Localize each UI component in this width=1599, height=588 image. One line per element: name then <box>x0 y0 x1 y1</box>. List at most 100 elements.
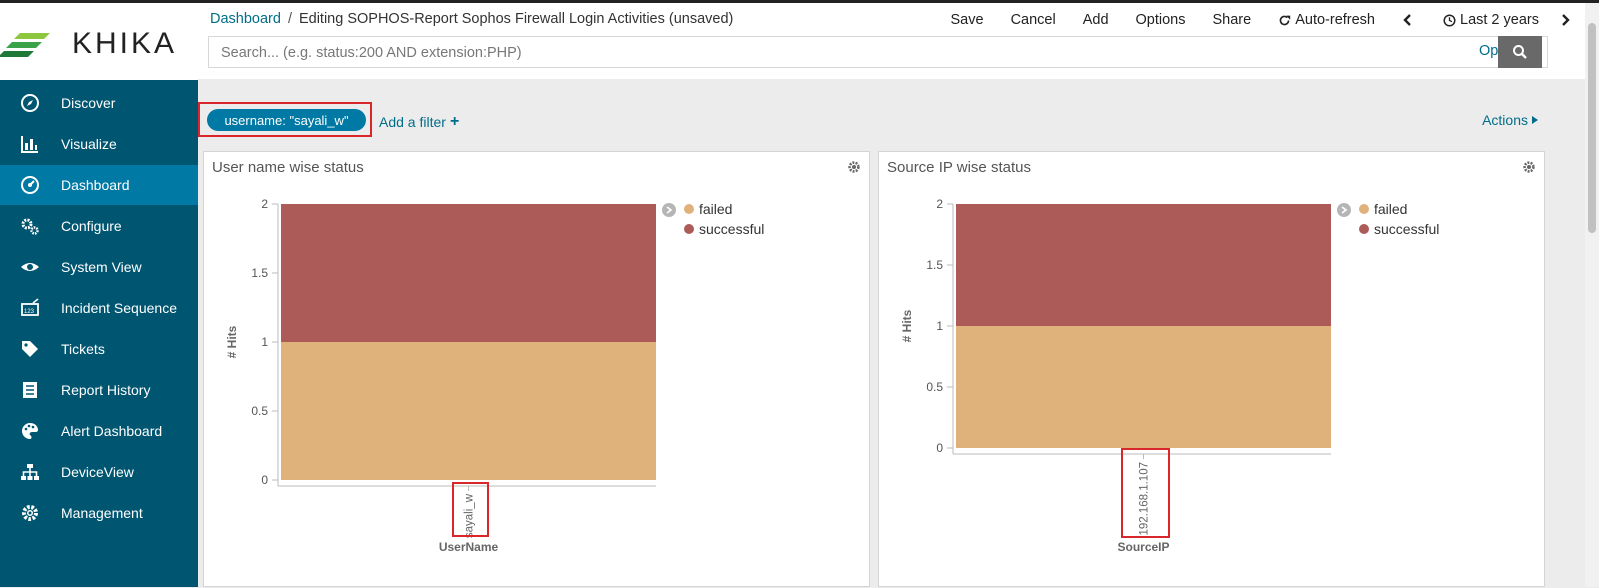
y-tick-label: 1 <box>936 319 943 333</box>
filter-highlight-box: username: "sayali_w" <box>198 102 372 137</box>
breadcrumb: Dashboard/Editing SOPHOS-Report Sophos F… <box>210 11 733 27</box>
y-tick-label: 0.5 <box>251 404 268 418</box>
y-tick-label: 2 <box>261 197 268 211</box>
sidebar-item-configure[interactable]: Configure <box>0 206 198 246</box>
sidebar-item-alert-dashboard[interactable]: Alert Dashboard <box>0 411 198 451</box>
y-axis-title: # Hits <box>900 309 914 342</box>
share-button[interactable]: Share <box>1213 12 1252 28</box>
chevron-right-icon <box>665 206 673 214</box>
sidebar-nav: Discover Visualize Dashboard Configure Syste… <box>0 80 198 587</box>
khika-logo[interactable]: KHIKA <box>0 3 198 79</box>
cancel-button[interactable]: Cancel <box>1011 12 1056 28</box>
sidebar-item-report-history[interactable]: Report History <box>0 370 198 410</box>
breadcrumb-current: Editing SOPHOS-Report Sophos Firewall Lo… <box>299 11 733 27</box>
sidebar-item-label: Discover <box>61 95 115 111</box>
auto-refresh-label: Auto-refresh <box>1295 12 1375 28</box>
refresh-icon <box>1278 14 1291 27</box>
x-axis-title: SourceIP <box>1117 540 1169 554</box>
chevron-left-icon <box>1402 13 1412 27</box>
sidebar-item-visualize[interactable]: Visualize <box>0 124 198 164</box>
sidebar-item-label: Incident Sequence <box>61 300 177 316</box>
search-button[interactable] <box>1498 36 1542 68</box>
gear-icon <box>19 502 41 524</box>
sidebar-item-label: Alert Dashboard <box>61 423 162 439</box>
chevron-right-icon <box>1340 206 1348 214</box>
chart-legend: failed successful <box>1359 199 1439 239</box>
time-back-button[interactable] <box>1402 13 1416 27</box>
legend-item-failed[interactable]: failed <box>684 199 764 219</box>
add-filter-link[interactable]: Add a filter + <box>379 113 459 131</box>
time-range-label: Last 2 years <box>1460 12 1539 28</box>
sidebar-item-system-view[interactable]: System View <box>0 247 198 287</box>
page-scrollbar[interactable] <box>1585 3 1599 587</box>
search-input[interactable] <box>209 37 1403 69</box>
sidebar: KHIKA Discover Visualize Dashboard Configur… <box>0 3 198 587</box>
legend-label: successful <box>1374 221 1439 237</box>
actions-label: Actions <box>1482 112 1528 128</box>
dashboard-icon <box>19 174 41 196</box>
y-tick-label: 2 <box>936 197 943 211</box>
chevron-right-icon <box>1561 13 1571 27</box>
svg-text:123: 123 <box>24 309 35 315</box>
auto-refresh-button[interactable]: Auto-refresh <box>1278 12 1375 28</box>
breadcrumb-dashboard-link[interactable]: Dashboard <box>210 11 281 27</box>
category-highlight-box <box>452 482 489 537</box>
palette-icon <box>19 420 41 442</box>
sidebar-item-dashboard[interactable]: Dashboard <box>0 165 198 205</box>
legend-item-successful[interactable]: successful <box>684 219 764 239</box>
time-picker-button[interactable]: Last 2 years <box>1443 12 1539 28</box>
sidebar-item-discover[interactable]: Discover <box>0 83 198 123</box>
legend-item-successful[interactable]: successful <box>1359 219 1439 239</box>
legend-toggle-button[interactable] <box>1337 203 1351 217</box>
plus-icon: + <box>450 113 459 131</box>
y-tick-label: 1 <box>261 335 268 349</box>
bar-chart-icon <box>19 133 41 155</box>
y-tick-label: 0 <box>261 473 268 487</box>
time-forward-button[interactable] <box>1561 13 1575 27</box>
actions-link[interactable]: Actions <box>1482 112 1539 128</box>
legend-label: failed <box>1374 201 1407 217</box>
sidebar-item-label: Visualize <box>61 136 117 152</box>
scrollbar-thumb[interactable] <box>1588 23 1596 233</box>
sitemap-icon <box>19 461 41 483</box>
sidebar-item-label: Configure <box>61 218 122 234</box>
filter-pill[interactable]: username: "sayali_w" <box>207 109 366 131</box>
bar-successful <box>956 204 1331 326</box>
sidebar-item-label: Report History <box>61 382 150 398</box>
compass-icon <box>19 92 41 114</box>
report-icon <box>19 379 41 401</box>
y-tick-label: 1.5 <box>251 266 268 280</box>
eye-icon <box>19 256 41 278</box>
sidebar-item-label: DeviceView <box>61 464 134 480</box>
y-tick-label: 0.5 <box>926 380 943 394</box>
legend-item-failed[interactable]: failed <box>1359 199 1439 219</box>
bar-failed <box>281 342 656 480</box>
save-button[interactable]: Save <box>951 12 984 28</box>
legend-label: failed <box>699 201 732 217</box>
options-button[interactable]: Options <box>1136 12 1186 28</box>
legend-toggle-button[interactable] <box>662 203 676 217</box>
sidebar-item-label: System View <box>61 259 142 275</box>
sidebar-item-management[interactable]: Management <box>0 493 198 533</box>
search-icon <box>1512 44 1528 60</box>
search-bar: Options <box>208 36 1548 68</box>
bar-failed <box>956 326 1331 448</box>
caret-right-icon <box>1531 115 1539 125</box>
top-menu: Save Cancel Add Options Share Auto-refre… <box>924 10 1599 30</box>
sidebar-item-tickets[interactable]: Tickets <box>0 329 198 369</box>
logo-text: KHIKA <box>72 27 177 60</box>
add-button[interactable]: Add <box>1083 12 1109 28</box>
category-highlight-box <box>1121 448 1170 538</box>
add-filter-label: Add a filter <box>379 114 446 130</box>
x-axis-title: UserName <box>439 540 499 554</box>
sequence-icon: 123 <box>19 297 41 319</box>
chart-legend: failed successful <box>684 199 764 239</box>
y-tick-label: 1.5 <box>926 258 943 272</box>
sidebar-item-incident-sequence[interactable]: 123 Incident Sequence <box>0 288 198 328</box>
sidebar-item-label: Dashboard <box>61 177 130 193</box>
sidebar-item-deviceview[interactable]: DeviceView <box>0 452 198 492</box>
